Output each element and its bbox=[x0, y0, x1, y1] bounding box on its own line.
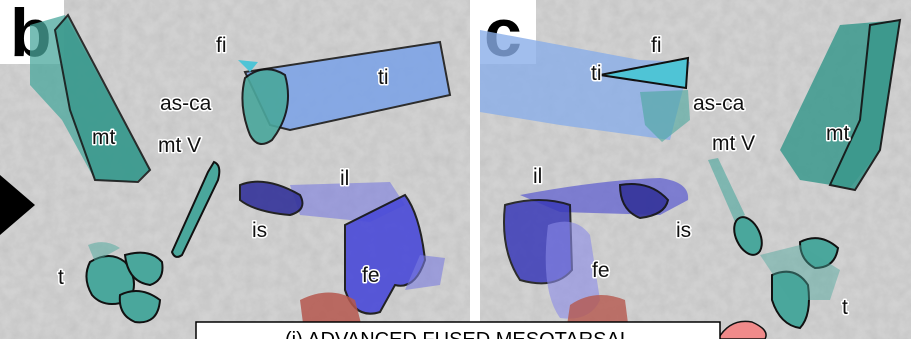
label: mt bbox=[826, 122, 849, 145]
label: fi bbox=[651, 34, 662, 57]
label: as-ca bbox=[160, 92, 212, 115]
caption: (i) ADVANCED FUSED MESOTARSAL bbox=[285, 329, 631, 339]
label: fe bbox=[362, 264, 380, 287]
panel-b: b fi ti as-ca mt mt V il is bbox=[0, 0, 470, 339]
label: mt bbox=[92, 126, 115, 149]
label: t bbox=[842, 296, 848, 319]
label: mt V bbox=[158, 134, 201, 157]
label: il bbox=[340, 167, 349, 190]
panel-c: c fi ti as-ca mt mt V il is fe t bbox=[480, 0, 911, 339]
label: t bbox=[58, 266, 64, 289]
label: as-ca bbox=[693, 92, 745, 115]
figure: b fi ti as-ca mt mt V il is bbox=[0, 0, 911, 339]
label: il bbox=[533, 165, 542, 188]
label: is bbox=[252, 219, 267, 242]
label: ti bbox=[378, 66, 389, 89]
label: fe bbox=[592, 259, 610, 282]
label: is bbox=[676, 219, 691, 242]
label: mt V bbox=[712, 132, 755, 155]
label: ti bbox=[591, 62, 602, 85]
label: fi bbox=[216, 34, 227, 57]
